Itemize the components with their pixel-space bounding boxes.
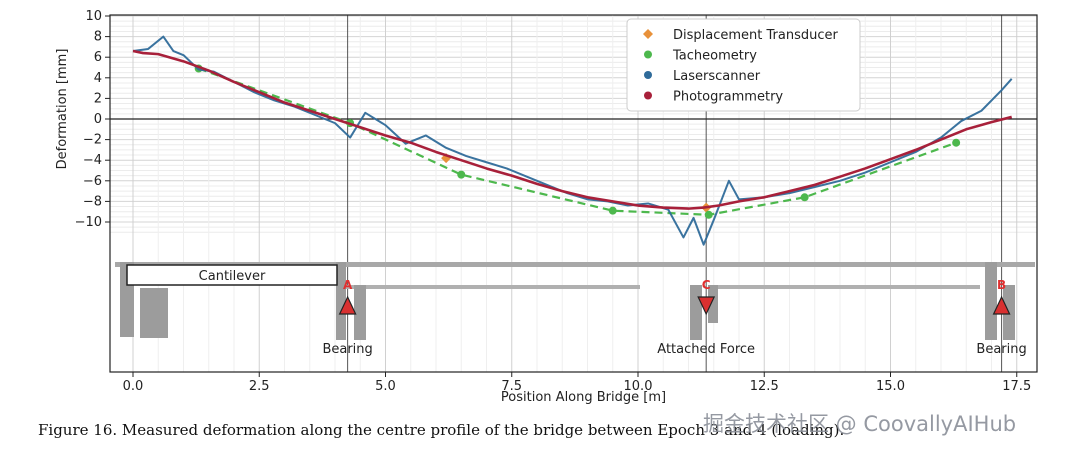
tacheometry-point (457, 170, 466, 179)
plot-frame (109, 14, 1038, 373)
y-tick-label: −6 (83, 174, 102, 189)
series-layer (132, 35, 1013, 246)
y-tick-label: 10 (85, 9, 102, 24)
support-letter-b: B (997, 278, 1006, 292)
deck-top (115, 262, 1035, 267)
y-tick-label: 4 (94, 71, 102, 86)
cantilever-box (126, 264, 338, 286)
y-tick-label: 2 (94, 91, 102, 106)
x-tick-label: 10.0 (624, 379, 653, 394)
x-tick-label: 15.0 (876, 379, 905, 394)
pier (690, 285, 702, 340)
support-label-c: Attached Force (657, 342, 755, 357)
x-tick-label: 17.5 (1002, 379, 1031, 394)
y-tick-label: 6 (94, 50, 102, 65)
support-letter-c: C (702, 278, 711, 292)
x-tick-label: 0.0 (123, 379, 144, 394)
x-tick-label: 2.5 (249, 379, 270, 394)
x-tick-label: 5.0 (375, 379, 396, 394)
laserscanner-legend-label: Laserscanner (673, 69, 761, 84)
force-arrow-icon (697, 296, 716, 316)
deck-beam-mid (456, 285, 636, 289)
support-letter-a: A (343, 278, 353, 292)
y-tick-label: 8 (94, 30, 102, 45)
tacheometry-legend-marker (644, 50, 652, 59)
y-axis-label: Deformation [mm] (55, 49, 70, 170)
bearing-arrow-icon (992, 295, 1011, 315)
x-tick-label: 12.5 (750, 379, 779, 394)
tacheometry-point (800, 193, 809, 202)
axes-layer: 10 8 6 4 2 0 −2 −4 −6 −8 −10 0.0 2.5 5.0 7.5 10.0 12.5 15… (55, 9, 1038, 405)
legend-box (626, 18, 861, 112)
y-tick-label: −8 (83, 194, 102, 209)
photogrammetry-line (132, 49, 1013, 210)
deck-beam-right (715, 285, 980, 289)
tacheometry-legend-label: Tacheometry (672, 49, 757, 64)
legend: Displacement Transducer Tacheometry Lasers… (626, 18, 861, 112)
pier (150, 300, 168, 338)
y-tick-label: 0 (94, 112, 102, 127)
y-tick-label: −4 (83, 153, 102, 168)
bearing-arrow-icon (338, 295, 357, 315)
figure-caption: Figure 16. Measured deformation along th… (38, 421, 845, 439)
pier (354, 285, 366, 340)
photogrammetry-legend-marker (644, 91, 652, 100)
support-label-a: Bearing (322, 342, 372, 357)
bridge-schematic: Cantilever A Bearing C Attached Force B Bearin… (115, 262, 1035, 357)
pier (708, 285, 718, 323)
displacement-transducer-legend-marker (643, 29, 653, 39)
support-label-b: Bearing (976, 342, 1026, 357)
pier (985, 262, 997, 340)
tacheometry-point (704, 210, 713, 219)
y-tick-label: −10 (75, 215, 102, 230)
watermark: 掘金技术社区 @ CoovallyAIHub (703, 412, 1017, 436)
photogrammetry-legend-label: Photogrammetry (673, 90, 783, 105)
x-axis-label: Position Along Bridge [m] (501, 390, 666, 405)
cantilever-label: Cantilever (199, 269, 266, 284)
tacheometry-point (952, 138, 961, 147)
x-tick-label: 7.5 (501, 379, 522, 394)
displacement-transducer-legend-label: Displacement Transducer (673, 28, 838, 43)
y-tick-label: −2 (83, 133, 102, 148)
pier (336, 262, 346, 340)
tacheometry-point (608, 206, 617, 215)
laserscanner-legend-marker (644, 71, 652, 79)
